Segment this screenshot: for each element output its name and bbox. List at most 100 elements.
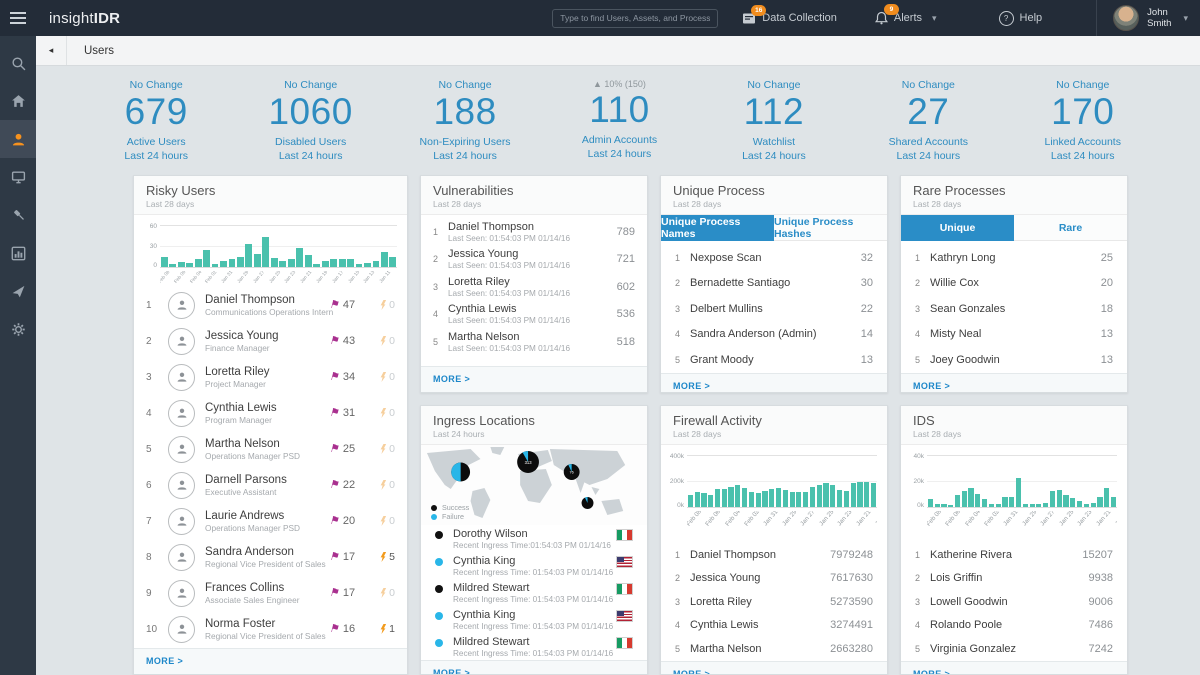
- stat-card[interactable]: No Change 679 Active UsersLast 24 hours: [79, 79, 233, 175]
- vulnerability-row[interactable]: 2 Jessica Young Last Seen: 01:54:03 PM 0…: [421, 246, 647, 274]
- tab[interactable]: Unique: [901, 215, 1014, 241]
- sidebar-item-search[interactable]: [0, 44, 36, 82]
- stat-card[interactable]: No Change 27 Shared AccountsLast 24 hour…: [851, 79, 1005, 175]
- sidebar-item-endpoints[interactable]: [0, 158, 36, 196]
- stat-card[interactable]: No Change 170 Linked AccountsLast 24 hou…: [1006, 79, 1160, 175]
- bolt-count: 0: [371, 407, 395, 419]
- more-link[interactable]: MORE >: [134, 648, 407, 674]
- risky-user-row[interactable]: 6 Darnell Parsons Executive Assistant 22…: [134, 467, 407, 503]
- status-dot: [435, 585, 443, 593]
- stat-card[interactable]: No Change 112 WatchlistLast 24 hours: [697, 79, 851, 175]
- firewall-row[interactable]: 4 Cynthia Lewis 3274491: [661, 614, 887, 638]
- sidebar-item-users[interactable]: [0, 120, 36, 158]
- global-search-input[interactable]: [552, 9, 718, 28]
- process-row[interactable]: 4 Misty Neal 13: [901, 322, 1127, 348]
- firewall-row[interactable]: 2 Jessica Young 7617630: [661, 567, 887, 591]
- page-title: Users: [84, 45, 114, 57]
- process-row[interactable]: 3 Sean Gonzales 18: [901, 296, 1127, 322]
- risky-user-row[interactable]: 10 Norma Foster Regional Vice President …: [134, 611, 407, 647]
- more-link[interactable]: MORE >: [661, 661, 887, 675]
- more-link[interactable]: MORE >: [421, 660, 647, 675]
- sidebar-item-investigations[interactable]: [0, 196, 36, 234]
- stat-card[interactable]: No Change 1060 Disabled UsersLast 24 hou…: [233, 79, 387, 175]
- vulnerabilities-list: 1 Daniel Thompson Last Seen: 01:54:03 PM…: [421, 215, 647, 356]
- process-row[interactable]: 1 Nexpose Scan 32: [661, 245, 887, 271]
- panel-subtitle: Last 24 hours: [433, 429, 635, 439]
- process-row[interactable]: 2 Bernadette Santiago 30: [661, 271, 887, 297]
- stat-card[interactable]: ▲ 10% (150) 110 Admin AccountsLast 24 ho…: [542, 79, 696, 175]
- panel-title: Unique Process: [673, 183, 875, 198]
- ingress-row[interactable]: Cynthia King Recent Ingress Time: 01:54:…: [421, 552, 647, 579]
- vulnerability-row[interactable]: 3 Loretta Riley Last Seen: 01:54:03 PM 0…: [421, 273, 647, 301]
- user-role: Regional Vice President of Sales: [205, 559, 329, 569]
- ids-row[interactable]: 4 Rolando Poole 7486: [901, 614, 1127, 638]
- process-count: 18: [1101, 303, 1113, 315]
- sidebar-item-reports[interactable]: [0, 234, 36, 272]
- process-row[interactable]: 5 Grant Moody 13: [661, 347, 887, 373]
- event-count: 7242: [1089, 643, 1113, 655]
- ids-row[interactable]: 5 Virginia Gonzalez 7242: [901, 637, 1127, 661]
- stat-card[interactable]: No Change 188 Non-Expiring UsersLast 24 …: [388, 79, 542, 175]
- app-logo[interactable]: insightIDR: [49, 10, 120, 27]
- sidebar-item-home[interactable]: [0, 82, 36, 120]
- more-link[interactable]: MORE >: [661, 373, 887, 394]
- row-rank: 1: [675, 550, 690, 560]
- more-link[interactable]: MORE >: [421, 366, 647, 392]
- ids-row[interactable]: 3 Lowell Goodwin 9006: [901, 590, 1127, 614]
- tab[interactable]: Rare: [1014, 215, 1127, 241]
- process-row[interactable]: 3 Delbert Mullins 22: [661, 296, 887, 322]
- menu-icon[interactable]: [0, 0, 36, 36]
- risky-user-row[interactable]: 9 Frances Collins Associate Sales Engine…: [134, 575, 407, 611]
- tab[interactable]: Unique Process Names: [661, 215, 774, 241]
- back-arrow-icon[interactable]: [36, 36, 67, 65]
- ingress-pie-au: [582, 497, 594, 509]
- alerts-button[interactable]: 9 Alerts: [875, 11, 937, 25]
- user-name: Rolando Poole: [930, 619, 1089, 631]
- risky-user-row[interactable]: 5 Martha Nelson Operations Manager PSD 2…: [134, 431, 407, 467]
- bolt-count: 0: [371, 515, 395, 527]
- ids-row[interactable]: 1 Katherine Rivera 15207: [901, 543, 1127, 567]
- risky-user-row[interactable]: 2 Jessica Young Finance Manager 43 0: [134, 323, 407, 359]
- last-seen: Last Seen: 01:54:03 PM 01/14/16: [448, 316, 617, 325]
- ingress-row[interactable]: Mildred Stewart Recent Ingress Time: 01:…: [421, 579, 647, 606]
- vulnerability-row[interactable]: 1 Daniel Thompson Last Seen: 01:54:03 PM…: [421, 218, 647, 246]
- ingress-row[interactable]: Dorothy Wilson Recent Ingress Time:01:54…: [421, 525, 647, 552]
- risky-user-row[interactable]: 3 Loretta Riley Project Manager 34 0: [134, 359, 407, 395]
- bolt-icon: [380, 624, 386, 634]
- data-collection-button[interactable]: 16 Data Collection: [742, 12, 837, 25]
- panel-header: Rare Processes Last 28 days: [901, 176, 1127, 215]
- more-link[interactable]: MORE >: [901, 373, 1127, 394]
- process-row[interactable]: 4 Sandra Anderson (Admin) 14: [661, 322, 887, 348]
- risky-user-row[interactable]: 8 Sandra Anderson Regional Vice Presiden…: [134, 539, 407, 575]
- tab[interactable]: Unique Process Hashes: [774, 215, 887, 241]
- ingress-row[interactable]: Cynthia King Recent Ingress Time: 01:54:…: [421, 606, 647, 633]
- ids-row[interactable]: 2 Lois Griffin 9938: [901, 567, 1127, 591]
- ingress-row[interactable]: Mildred Stewart Recent Ingress Time: 01:…: [421, 633, 647, 660]
- risky-user-row[interactable]: 4 Cynthia Lewis Program Manager 31 0: [134, 395, 407, 431]
- more-link[interactable]: MORE >: [901, 661, 1127, 675]
- firewall-row[interactable]: 5 Martha Nelson 2663280: [661, 637, 887, 661]
- vulnerability-row[interactable]: 4 Cynthia Lewis Last Seen: 01:54:03 PM 0…: [421, 301, 647, 329]
- process-row[interactable]: 1 Kathryn Long 25: [901, 245, 1127, 271]
- activity-count: 2663280: [830, 643, 873, 655]
- user-name: Virginia Gonzalez: [930, 643, 1089, 655]
- unique-process-list: 1 Nexpose Scan 32 2 Bernadette Santiago …: [661, 241, 887, 373]
- risky-user-row[interactable]: 7 Laurie Andrews Operations Manager PSD …: [134, 503, 407, 539]
- vulnerability-row[interactable]: 5 Martha Nelson Last Seen: 01:54:03 PM 0…: [421, 328, 647, 356]
- firewall-row[interactable]: 1 Daniel Thompson 7979248: [661, 543, 887, 567]
- panel-title: IDS: [913, 413, 1115, 428]
- process-row[interactable]: 5 Joey Goodwin 13: [901, 347, 1127, 373]
- risky-user-row[interactable]: 1 Daniel Thompson Communications Operati…: [134, 287, 407, 323]
- help-button[interactable]: Help: [999, 11, 1043, 26]
- stat-label: Linked AccountsLast 24 hours: [1006, 136, 1160, 163]
- bolt-count: 0: [371, 371, 395, 383]
- vulnerability-count: 536: [617, 308, 635, 320]
- firewall-row[interactable]: 3 Loretta Riley 5273590: [661, 590, 887, 614]
- user-menu[interactable]: JohnSmith: [1096, 0, 1200, 36]
- process-row[interactable]: 2 Willie Cox 20: [901, 271, 1127, 297]
- sidebar-item-settings[interactable]: [0, 310, 36, 348]
- row-rank: 8: [146, 552, 162, 563]
- user-avatar: [1113, 5, 1139, 31]
- row-rank: 6: [146, 480, 162, 491]
- sidebar-item-connections[interactable]: [0, 272, 36, 310]
